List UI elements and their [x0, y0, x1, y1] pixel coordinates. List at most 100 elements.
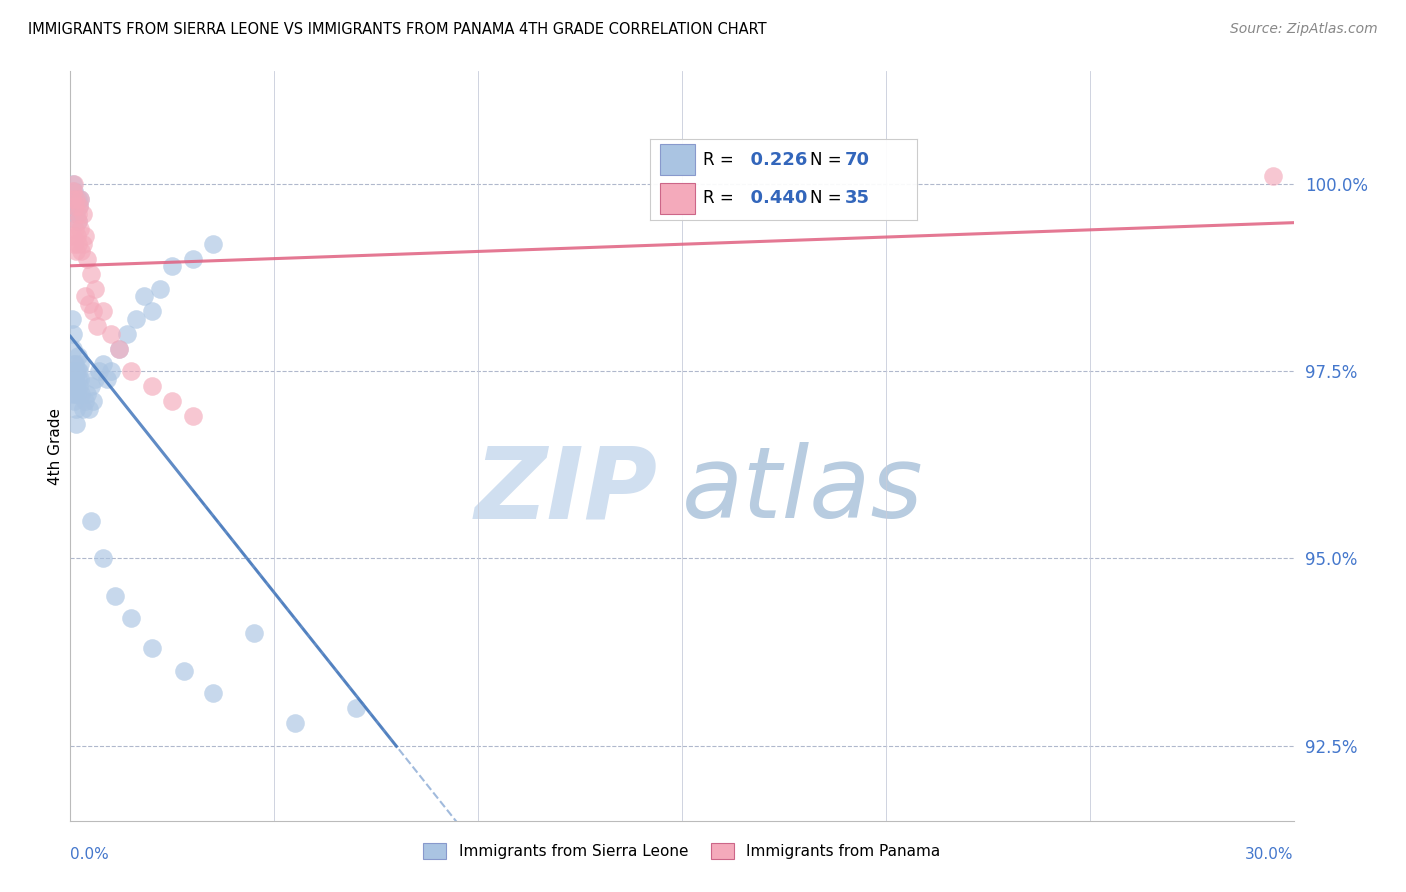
Point	[60, 311, 83, 326]
Point	[63, 371, 86, 385]
Point	[63, 379, 86, 393]
Point	[132, 289, 155, 303]
Point	[66, 192, 89, 206]
Point	[121, 611, 143, 625]
Point	[162, 259, 183, 273]
Point	[77, 401, 100, 416]
Point	[62, 364, 84, 378]
Point	[63, 199, 86, 213]
Point	[173, 664, 195, 678]
Point	[91, 551, 114, 566]
Point	[67, 364, 90, 378]
Point	[72, 401, 94, 416]
Point	[66, 386, 89, 401]
Point	[67, 371, 90, 385]
Text: N =: N =	[810, 189, 846, 208]
Text: IMMIGRANTS FROM SIERRA LEONE VS IMMIGRANTS FROM PANAMA 4TH GRADE CORRELATION CHA: IMMIGRANTS FROM SIERRA LEONE VS IMMIGRAN…	[28, 22, 766, 37]
Point	[181, 409, 204, 423]
Point	[87, 364, 110, 378]
Point	[104, 589, 127, 603]
Point	[86, 319, 108, 334]
Text: 35: 35	[845, 189, 870, 208]
Point	[100, 364, 122, 378]
Point	[67, 214, 90, 228]
Point	[76, 252, 98, 266]
Point	[62, 236, 84, 251]
Y-axis label: 4th Grade: 4th Grade	[48, 408, 63, 484]
Text: atlas: atlas	[682, 442, 924, 540]
Point	[65, 401, 87, 416]
Point	[69, 192, 91, 206]
Point	[82, 394, 104, 409]
Point	[65, 379, 87, 393]
Point	[67, 199, 90, 213]
Point	[63, 192, 86, 206]
Point	[243, 626, 266, 640]
Point	[181, 252, 204, 266]
Point	[60, 371, 83, 385]
Text: ZIP: ZIP	[474, 442, 658, 540]
Text: 70: 70	[845, 151, 870, 169]
Point	[62, 379, 84, 393]
Text: 0.440: 0.440	[738, 189, 807, 208]
Legend: Immigrants from Sierra Leone, Immigrants from Panama: Immigrants from Sierra Leone, Immigrants…	[418, 838, 946, 865]
Point	[60, 386, 83, 401]
Point	[65, 192, 87, 206]
Point	[67, 236, 90, 251]
Point	[63, 371, 86, 385]
Point	[162, 394, 183, 409]
Point	[69, 371, 91, 385]
Point	[62, 342, 84, 356]
Point	[63, 199, 86, 213]
Point	[70, 386, 93, 401]
Point	[70, 244, 93, 259]
Text: N =: N =	[810, 151, 846, 169]
Text: R =: R =	[703, 151, 740, 169]
Point	[91, 304, 114, 318]
Point	[79, 267, 103, 281]
Point	[62, 357, 84, 371]
Text: Source: ZipAtlas.com: Source: ZipAtlas.com	[1230, 22, 1378, 37]
Point	[63, 386, 86, 401]
Point	[60, 192, 83, 206]
Point	[65, 244, 87, 259]
Text: 0.226: 0.226	[738, 151, 807, 169]
Point	[79, 379, 103, 393]
Point	[62, 184, 84, 198]
Point	[141, 304, 163, 318]
Point	[67, 379, 90, 393]
Point	[73, 229, 96, 244]
Point	[83, 371, 105, 385]
Point	[100, 326, 122, 341]
Point	[66, 349, 89, 363]
Point	[72, 207, 94, 221]
Point	[202, 686, 225, 700]
Point	[77, 296, 100, 310]
Point	[60, 229, 83, 244]
Point	[67, 214, 90, 228]
Point	[62, 177, 84, 191]
Point	[141, 641, 163, 656]
Point	[66, 229, 89, 244]
Point	[124, 311, 146, 326]
Point	[141, 379, 163, 393]
Point	[69, 221, 91, 235]
Point	[202, 236, 225, 251]
Point	[73, 394, 96, 409]
Point	[149, 282, 172, 296]
Point	[121, 364, 143, 378]
Point	[83, 282, 105, 296]
Point	[66, 207, 89, 221]
FancyBboxPatch shape	[661, 145, 695, 175]
Point	[344, 701, 367, 715]
Point	[67, 364, 90, 378]
Point	[65, 417, 87, 431]
Point	[62, 326, 84, 341]
FancyBboxPatch shape	[661, 183, 695, 214]
Point	[62, 184, 84, 198]
Point	[63, 221, 86, 235]
Point	[69, 192, 91, 206]
Point	[63, 371, 86, 385]
Point	[284, 716, 307, 731]
Point	[108, 342, 131, 356]
